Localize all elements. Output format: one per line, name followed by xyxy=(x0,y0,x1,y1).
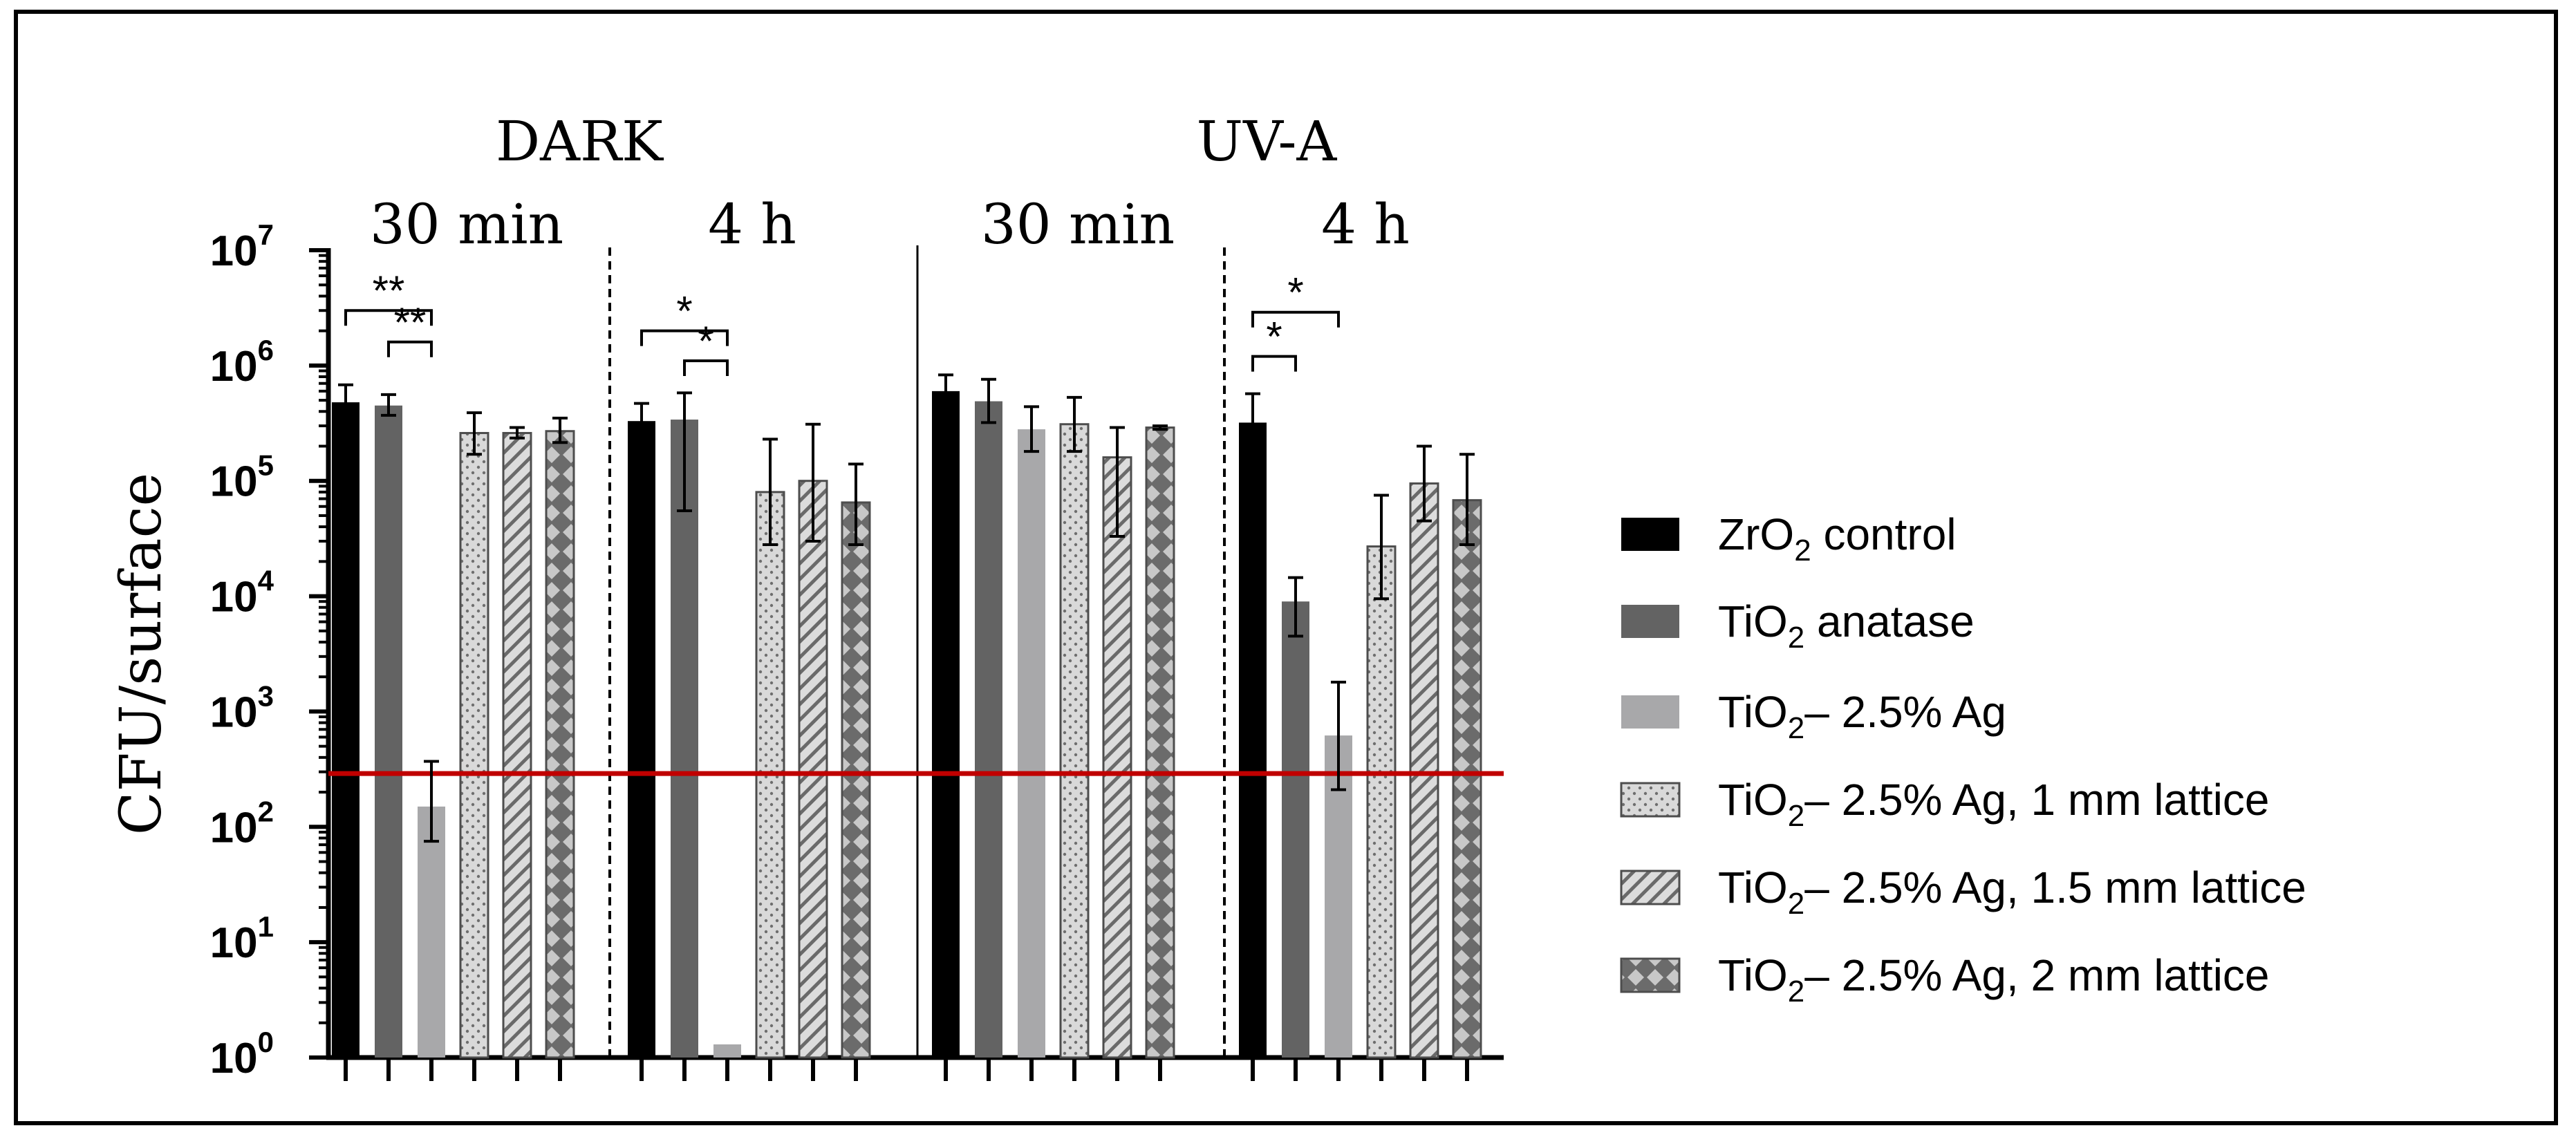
legend-label-1: TiO2 anatase xyxy=(1718,597,1975,655)
significance-bracket xyxy=(387,340,433,357)
bar-uva_30-2 xyxy=(1018,429,1045,1058)
significance-bracket xyxy=(344,309,433,326)
y-tick-label: 105 xyxy=(210,449,274,506)
legend-swatch-3 xyxy=(1620,782,1681,818)
bar-dark_4h-1 xyxy=(671,420,698,1058)
y-tick-label: 106 xyxy=(210,334,274,391)
significance-bracket xyxy=(1251,310,1340,328)
y-axis-title: CFU/surface xyxy=(109,473,174,835)
y-tick-label: 101 xyxy=(210,910,274,967)
bar-uva_4h-4 xyxy=(1409,482,1439,1059)
bar-uva_30-4 xyxy=(1102,456,1132,1059)
legend-label-4: TiO2– 2.5% Ag, 1.5 mm lattice xyxy=(1718,863,2306,921)
bar-uva_4h-0 xyxy=(1239,422,1267,1058)
bar-dark_4h-2 xyxy=(713,1044,741,1058)
legend-swatch-0 xyxy=(1621,518,1679,551)
bar-uva_30-1 xyxy=(975,401,1002,1058)
significance-label: * xyxy=(676,288,692,335)
legend-swatch-1 xyxy=(1621,605,1679,638)
legend-swatch-4 xyxy=(1620,870,1681,905)
condition-label: UV-A xyxy=(1197,109,1338,173)
legend-swatch-2 xyxy=(1621,695,1679,729)
figure-frame xyxy=(14,10,2558,1125)
y-tick-label: 103 xyxy=(210,679,274,736)
bar-uva_30-5 xyxy=(1145,426,1175,1059)
y-tick-label: 104 xyxy=(210,565,274,621)
legend-label-3: TiO2– 2.5% Ag, 1 mm lattice xyxy=(1718,775,2270,833)
bar-dark_30-2 xyxy=(418,806,445,1058)
y-tick-label: 102 xyxy=(210,795,274,852)
condition-label: DARK xyxy=(496,109,664,173)
significance-label: * xyxy=(698,318,713,364)
significance-label: * xyxy=(1266,314,1282,360)
legend-label-0: ZrO2 control xyxy=(1718,509,1957,567)
y-tick-label: 107 xyxy=(210,218,274,275)
time-label: 30 min xyxy=(981,192,1175,256)
time-label: 4 h xyxy=(1321,192,1410,256)
significance-bracket xyxy=(640,329,729,346)
significance-bracket xyxy=(1251,355,1297,372)
time-label: 4 h xyxy=(708,192,796,256)
bar-dark_4h-0 xyxy=(628,421,655,1058)
legend-label-5: TiO2– 2.5% Ag, 2 mm lattice xyxy=(1718,950,2270,1008)
time-label: 30 min xyxy=(370,192,563,256)
significance-bracket xyxy=(683,359,729,376)
legend-label-2: TiO2– 2.5% Ag xyxy=(1718,687,2006,745)
y-tick-label: 100 xyxy=(210,1026,274,1082)
bar-dark_30-0 xyxy=(332,402,360,1058)
significance-label: * xyxy=(1287,270,1303,316)
bar-uva_30-0 xyxy=(932,391,960,1058)
bar-dark_30-1 xyxy=(375,405,402,1058)
legend-swatch-5 xyxy=(1620,957,1681,993)
significance-label: ** xyxy=(373,267,405,314)
bar-uva_4h-1 xyxy=(1282,601,1309,1058)
bar-dark_30-5 xyxy=(545,430,575,1059)
significance-label: ** xyxy=(394,299,427,346)
